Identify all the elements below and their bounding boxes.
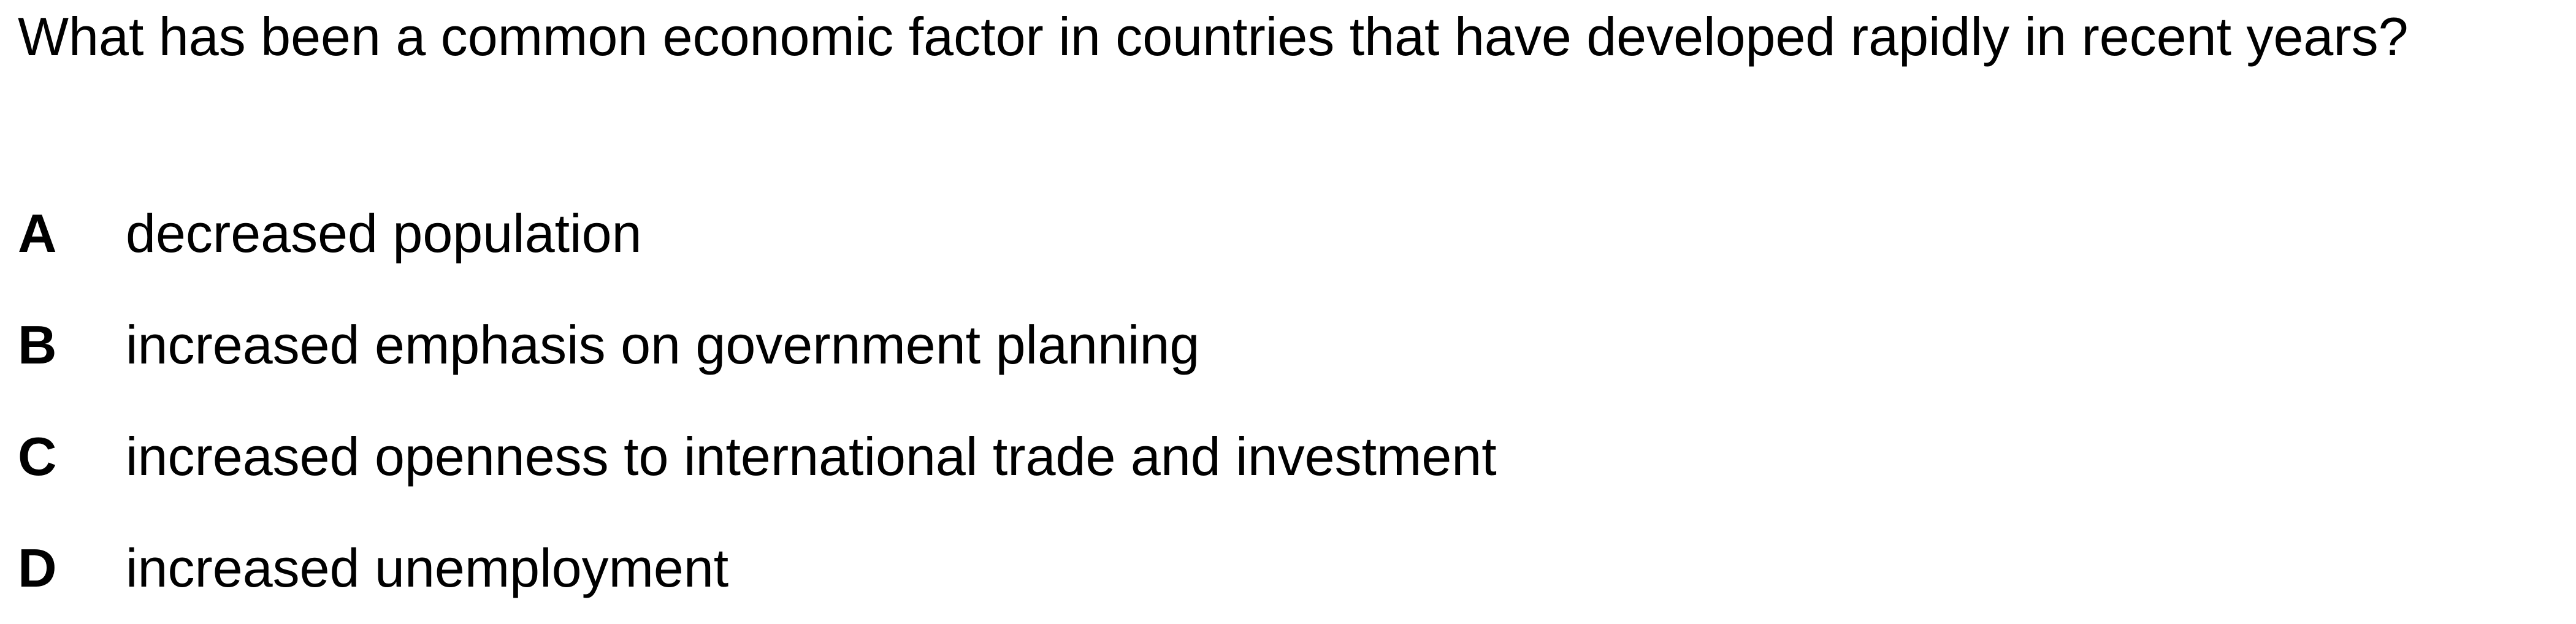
option-text: increased openness to international trad… <box>126 426 1497 487</box>
option-a[interactable]: A decreased population <box>18 178 2409 289</box>
option-b[interactable]: B increased emphasis on government plann… <box>18 289 2409 401</box>
option-d[interactable]: D increased unemployment <box>18 512 2409 624</box>
option-c[interactable]: C increased openness to international tr… <box>18 401 2409 512</box>
option-letter: D <box>18 538 57 598</box>
option-letter: C <box>18 426 57 487</box>
option-text: increased unemployment <box>126 538 729 598</box>
option-text: increased emphasis on government plannin… <box>126 314 1200 375</box>
answer-options: A decreased population B increased empha… <box>18 178 2409 624</box>
question-page: What has been a common economic factor i… <box>18 6 2409 598</box>
option-text: decreased population <box>126 203 642 264</box>
option-letter: A <box>18 203 57 264</box>
option-letter: B <box>18 314 57 375</box>
question-text: What has been a common economic factor i… <box>18 6 2409 67</box>
